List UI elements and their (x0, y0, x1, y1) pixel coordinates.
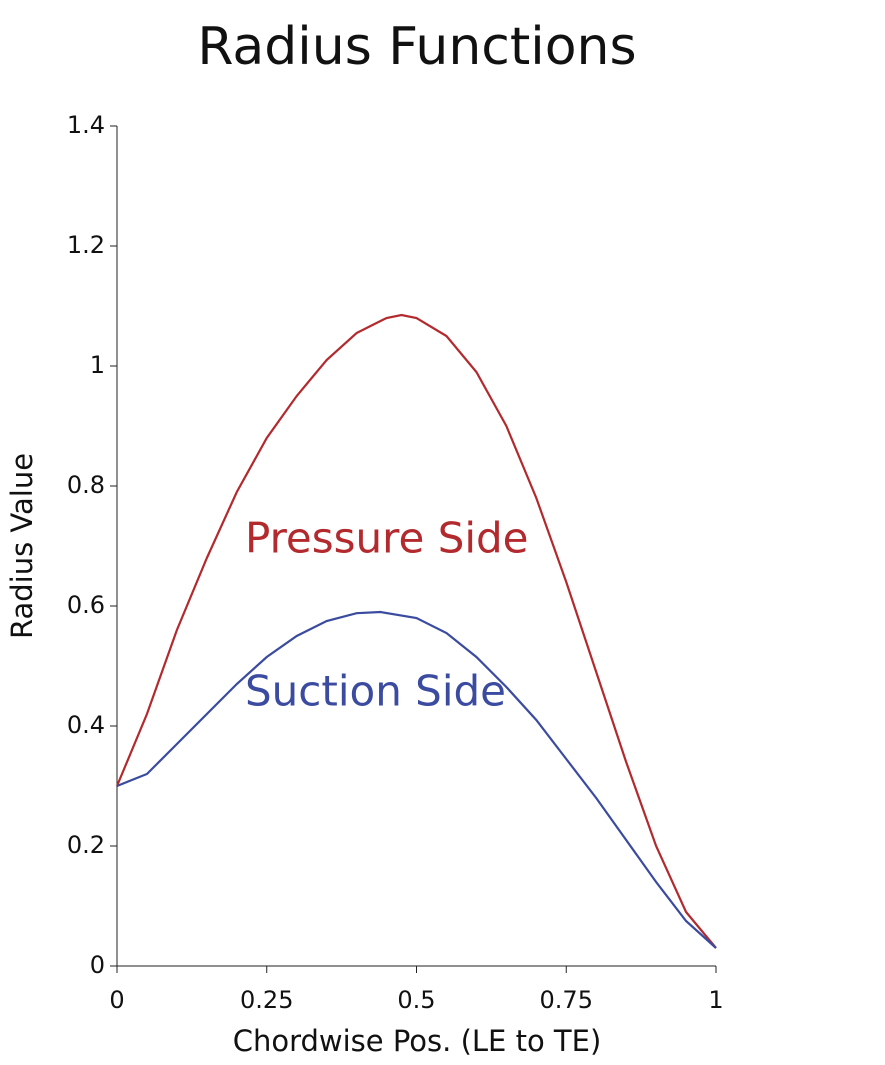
x-tick-label: 0 (109, 986, 124, 1014)
x-tick-label: 0.75 (540, 986, 593, 1014)
y-tick-label: 1 (90, 351, 105, 379)
series-line (116, 610, 717, 949)
y-tick-label: 0.6 (67, 591, 105, 619)
chart-title: Radius Functions (197, 17, 636, 77)
x-tick-label: 0.25 (240, 986, 293, 1014)
x-tick-label: 0.5 (397, 986, 435, 1014)
x-tick-label: 1 (708, 986, 723, 1014)
y-tick-label: 0.8 (67, 471, 105, 499)
y-tick-label: 0 (90, 951, 105, 979)
y-tick-label: 0.4 (67, 711, 105, 739)
x-axis-label: Chordwise Pos. (LE to TE) (233, 1024, 602, 1058)
y-axis-label: Radius Value (5, 453, 39, 639)
series-label: Suction Side (245, 667, 506, 716)
y-tick-label: 0.2 (67, 831, 105, 859)
y-tick-label: 1.4 (67, 111, 105, 139)
series-line (115, 313, 717, 949)
y-tick-label: 1.2 (67, 231, 105, 259)
series-label: Pressure Side (245, 514, 529, 563)
